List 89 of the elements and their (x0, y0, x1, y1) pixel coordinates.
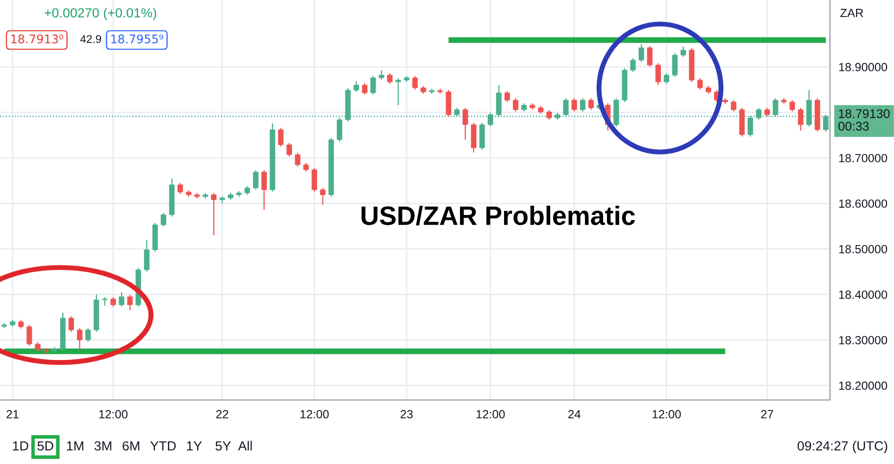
text: 3M (94, 441, 112, 451)
candlestick (178, 182, 183, 194)
annotation: 18.7955⁹ (111, 34, 164, 44)
x-tick-label: 23 (400, 410, 413, 418)
candlestick (370, 75, 376, 96)
x-tick-label: 12:00 (300, 410, 329, 418)
y-tick-label: 18.40000 (839, 290, 888, 299)
annotation: 18.7913⁰ (11, 34, 64, 44)
candlestick (664, 72, 670, 84)
candlestick (294, 152, 300, 168)
candlestick (504, 90, 510, 102)
y-tick-label: 18.90000 (839, 62, 888, 72)
candlestick (68, 316, 74, 332)
candlestick (462, 107, 468, 140)
candlestick (772, 98, 778, 118)
text: YTD (150, 441, 176, 450)
candlestick (320, 187, 326, 206)
candlestick (479, 122, 485, 150)
candlestick (730, 100, 736, 112)
candlestick (35, 342, 40, 352)
candlestick (546, 110, 552, 120)
candlestick (76, 328, 82, 352)
candlestick (563, 98, 569, 118)
text: 6M (122, 441, 140, 451)
candlestick (680, 46, 686, 58)
candlestick (110, 296, 116, 308)
candlestick (572, 98, 578, 112)
x-tick-label: 12:00 (476, 410, 505, 418)
candlestick (790, 100, 795, 112)
candlestick (446, 90, 452, 118)
x-tick-label: 27 (761, 410, 774, 418)
candlestick (354, 80, 360, 92)
candlestick (512, 98, 518, 112)
candlestick (118, 292, 124, 308)
candlestick (756, 107, 762, 120)
candlestick (378, 70, 384, 80)
text: ZAR (840, 8, 864, 18)
annotation: USD/ZAR Problematic (362, 206, 635, 226)
candlestick (102, 296, 108, 306)
candlestick (823, 114, 829, 132)
candlestick (580, 98, 586, 112)
candlestick (470, 122, 476, 153)
candlestick (85, 328, 91, 342)
candlestick (362, 82, 368, 96)
candlestick (26, 324, 32, 346)
x-tick-label: 12:00 (99, 410, 128, 418)
candlestick (261, 170, 267, 210)
candlestick (412, 75, 418, 90)
text: All (238, 440, 252, 450)
candlestick (211, 192, 217, 236)
text: 1Y (187, 441, 202, 450)
candlestick (160, 212, 166, 228)
candlestick (387, 72, 393, 84)
y-tick-label: 18.30000 (839, 336, 888, 344)
text: 5Y (216, 441, 231, 451)
candlestick (748, 115, 754, 138)
candlestick (655, 62, 661, 86)
candlestick (278, 127, 284, 148)
candlestick (798, 107, 804, 132)
candlestick (647, 45, 652, 68)
candlestick (496, 84, 502, 118)
candlestick (396, 78, 401, 106)
y-tick-label: 18.50000 (839, 244, 888, 254)
candlestick (588, 98, 594, 110)
x-tick-label: 24 (568, 410, 581, 418)
y-tick-label: 18.20000 (839, 381, 888, 390)
y-tick-label: 18.60000 (839, 199, 888, 208)
x-tick-label: 21 (6, 410, 19, 418)
candlestick (672, 52, 678, 78)
y-tick-label: 18.70000 (839, 154, 888, 162)
candlestick (638, 44, 644, 62)
candlestick (697, 78, 703, 90)
text: 5D (38, 441, 54, 451)
candlestick (336, 117, 342, 142)
candlestick (127, 294, 133, 311)
candlestick (252, 170, 258, 190)
x-tick-label: 12:00 (652, 410, 681, 418)
candlestick (488, 112, 494, 128)
text: 09:24:27 (UTC) (798, 440, 888, 454)
annotation: 42.9 (80, 35, 102, 43)
candlestick (144, 239, 150, 272)
x-tick-label: 22 (216, 410, 228, 418)
candlestick (630, 58, 636, 72)
text: 1M (67, 441, 84, 450)
candlestick (286, 142, 292, 158)
text: 1D (13, 441, 28, 450)
candlestick (312, 167, 318, 192)
text: 18.79130 00:33 (838, 109, 890, 131)
annotation: +0.00270 (+0.01%) (44, 8, 156, 20)
